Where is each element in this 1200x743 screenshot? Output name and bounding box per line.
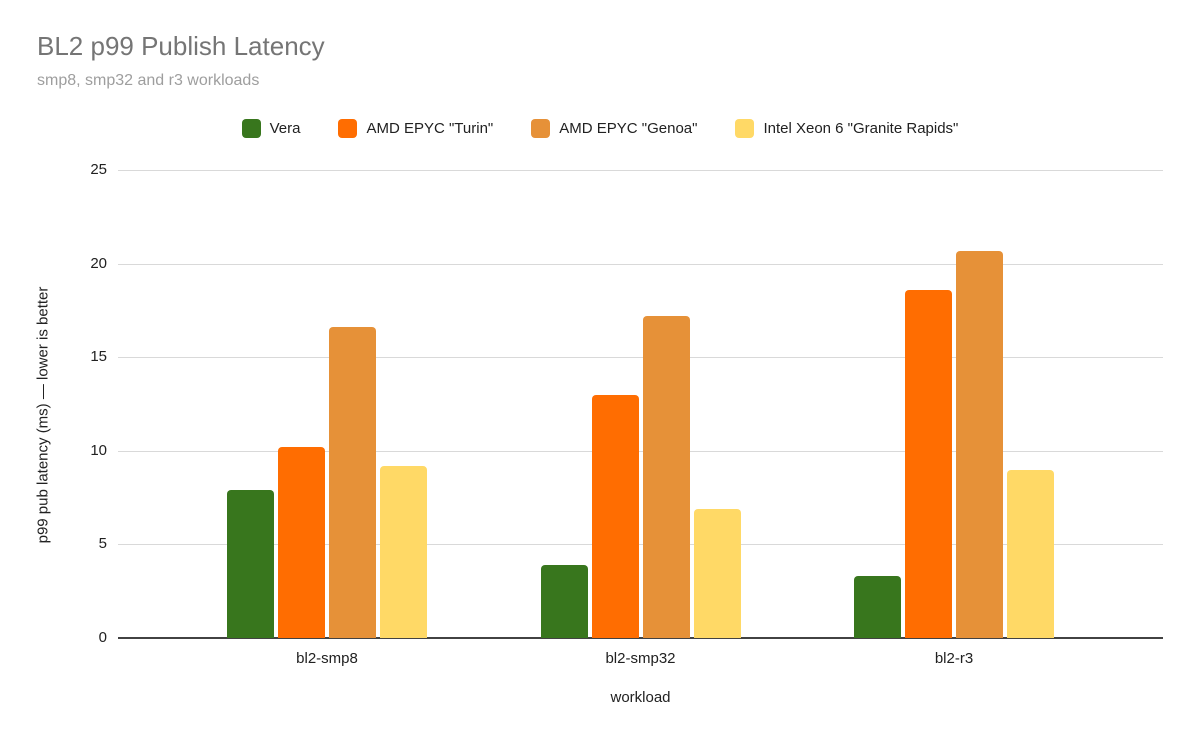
bar-group-bl2-smp32 [540,316,741,638]
legend-swatch-icon [338,118,358,138]
bar-bl2-smp8-intel-xeon-6-granite-rapids- [380,465,427,638]
chart-title: BL2 p99 Publish Latency [37,31,325,61]
gridline [118,263,1163,265]
x-tick-label: bl2-smp32 [605,650,676,667]
chart-subtitle: smp8, smp32 and r3 workloads [37,72,260,89]
plot-area [118,170,1163,639]
y-tick-label: 5 [98,535,107,553]
x-tick-label: bl2-r3 [934,650,974,667]
y-tick-label: 25 [90,161,107,178]
x-tick-label: bl2-smp8 [296,650,358,667]
gridline [118,357,1163,359]
bar-bl2-smp32-amd-epyc-genoa- [642,316,690,638]
legend-swatch-icon [735,118,755,138]
bar-group-bl2-r3 [854,250,1054,638]
bar-bl2-r3-intel-xeon-6-granite-rapids- [1007,469,1054,638]
bar-bl2-smp32-amd-epyc-turin- [591,394,639,638]
legend-swatch-icon [531,118,551,138]
bar-group-bl2-smp8 [227,327,427,638]
legend-swatch-icon [241,118,261,138]
bar-bl2-smp8-vera [227,490,274,638]
legend-item: AMD EPYC "Turin" [338,118,494,138]
bar-bl2-r3-amd-epyc-turin- [905,289,952,638]
gridline [118,450,1163,452]
bar-bl2-smp8-amd-epyc-turin- [278,447,325,638]
legend-label: AMD EPYC "Turin" [366,119,494,137]
legend-label: AMD EPYC "Genoa" [559,119,698,137]
legend-label: Vera [269,119,301,137]
x-axis-baseline [118,637,1163,639]
legend-label: Intel Xeon 6 "Granite Rapids" [763,119,959,137]
legend: Vera AMD EPYC "Turin" AMD EPYC "Genoa" Inte… [0,117,1200,139]
legend-item: AMD EPYC "Genoa" [531,118,698,138]
bar-bl2-smp32-vera [540,565,588,638]
bar-bl2-smp32-intel-xeon-6-granite-rapids- [693,508,741,638]
y-axis-title: p99 pub latency (ms) — lower is better [34,286,52,544]
gridline [118,544,1163,546]
bar-bl2-r3-amd-epyc-genoa- [956,250,1003,638]
y-tick-label: 15 [90,348,107,366]
legend-item: Intel Xeon 6 "Granite Rapids" [735,118,959,138]
x-axis-title: workload [610,689,671,706]
y-tick-label: 0 [98,629,107,646]
y-tick-label: 10 [90,441,107,459]
bar-bl2-r3-vera [854,576,901,638]
gridline [118,170,1163,171]
legend-item: Vera [241,118,301,138]
bar-bl2-smp8-amd-epyc-genoa- [329,327,376,638]
y-tick-label: 20 [90,254,107,272]
